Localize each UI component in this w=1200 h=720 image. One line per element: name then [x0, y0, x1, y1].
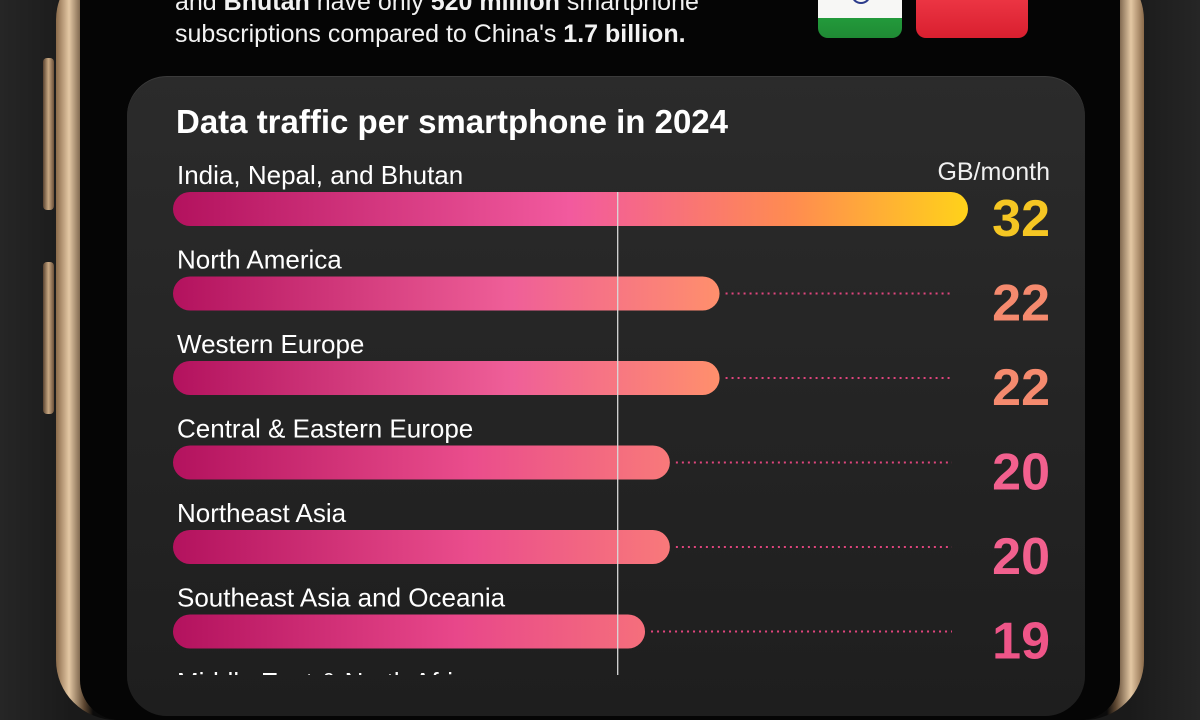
value-label: 22	[992, 359, 1050, 417]
unit-label: GB/month	[937, 158, 1050, 186]
category-label: North America	[177, 245, 342, 275]
intro-text: and Bhutan have only 520 million smartph…	[175, 0, 795, 50]
value-label: 19	[992, 613, 1050, 671]
category-label: India, Nepal, and Bhutan	[177, 160, 463, 190]
bar	[173, 614, 646, 649]
value-label: 32	[992, 190, 1050, 248]
bar-chart: India, Nepal, and Bhutan 32 North America 2…	[173, 160, 1050, 675]
category-label: Western Europe	[177, 329, 364, 359]
intro-text-part: subscriptions compared to China's	[175, 20, 564, 48]
value-label: 20	[992, 528, 1050, 586]
bar	[173, 445, 670, 480]
intro-line-2: subscriptions compared to China's 1.7 bi…	[175, 18, 795, 50]
bar	[173, 530, 670, 564]
intro-text-part: have only	[309, 0, 431, 16]
india-flag-icon	[818, 0, 902, 38]
intro-text-part: smartphone	[559, 0, 699, 16]
chart-card	[127, 76, 1085, 716]
china-flag-icon	[916, 0, 1028, 38]
value-label: 20	[992, 444, 1050, 502]
category-label: Central & Eastern Europe	[177, 414, 473, 444]
intro-text-part: and	[175, 0, 224, 16]
value-label: 22	[992, 275, 1050, 333]
phone-side-button	[43, 58, 54, 210]
bar	[173, 192, 968, 226]
category-label: Northeast Asia	[177, 498, 347, 528]
category-label: Middle East & North Africa	[177, 667, 481, 675]
chart-title: Data traffic per smartphone in 2024	[176, 103, 729, 140]
intro-highlight: 520 million	[430, 0, 560, 16]
bar	[173, 361, 720, 395]
intro-line-1: and Bhutan have only 520 million smartph…	[175, 0, 795, 18]
intro-highlight: Bhutan	[223, 0, 310, 16]
phone-side-button	[43, 262, 54, 414]
category-label: Southeast Asia and Oceania	[177, 583, 506, 613]
bar	[173, 276, 720, 311]
intro-highlight: 1.7 billion.	[563, 20, 686, 48]
